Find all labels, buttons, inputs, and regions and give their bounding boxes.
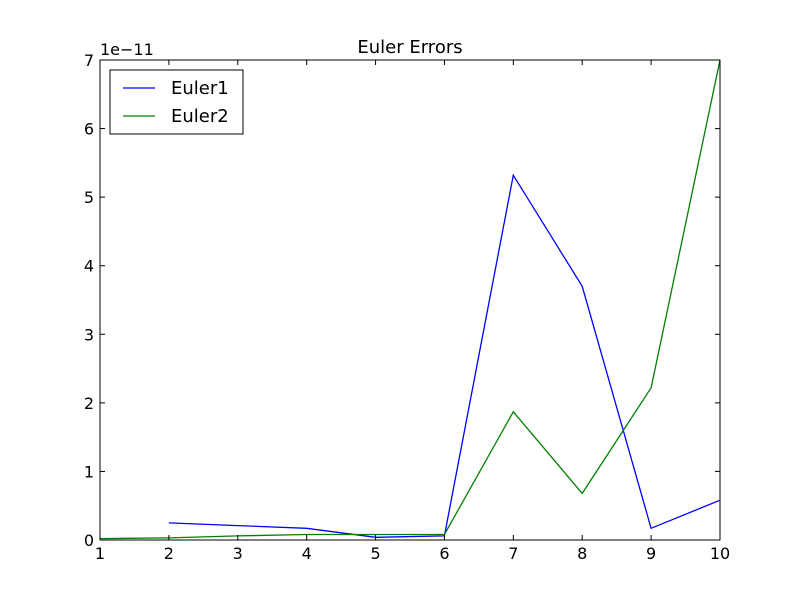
y-tick-label: 7 (84, 51, 94, 70)
x-tick-label: 4 (302, 544, 312, 563)
y-tick-label: 3 (84, 325, 94, 344)
chart-title: Euler Errors (357, 37, 462, 58)
x-tick-label: 1 (95, 544, 105, 563)
legend-label-euler2: Euler2 (171, 106, 229, 127)
legend-box (109, 69, 244, 135)
x-tick-label: 2 (164, 544, 174, 563)
x-tick-label: 6 (439, 544, 449, 563)
y-tick-label: 4 (84, 257, 94, 276)
x-tick-label: 10 (710, 544, 730, 563)
x-tick-label: 5 (370, 544, 380, 563)
x-tick-label: 9 (646, 544, 656, 563)
y-tick-label: 1 (84, 462, 94, 481)
x-tick-label: 7 (508, 544, 518, 563)
x-tick-label: 3 (233, 544, 243, 563)
y-tick-label: 2 (84, 394, 94, 413)
y-tick-label: 5 (84, 188, 94, 207)
plot-frame (99, 59, 721, 541)
y-axis-offset-label: 1e−11 (100, 40, 154, 59)
legend: Euler1 Euler2 (109, 69, 244, 135)
y-tick-label: 6 (84, 120, 94, 139)
legend-label-euler1: Euler1 (171, 78, 229, 99)
x-tick-label: 8 (577, 544, 587, 563)
series-line-euler2 (100, 59, 720, 540)
y-tick-label: 0 (84, 531, 94, 550)
